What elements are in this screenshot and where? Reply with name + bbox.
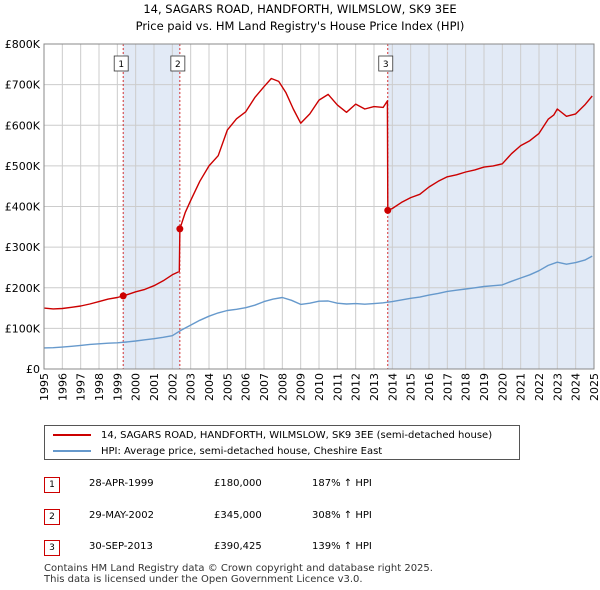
sale-row: 2 29-MAY-2002 £345,000 308% ↑ HPI: [0, 507, 600, 527]
legend-item-hpi: HPI: Average price, semi-detached house,…: [53, 444, 382, 460]
sale-row: 1 28-APR-1999 £180,000 187% ↑ HPI: [0, 475, 600, 495]
x-tick-label: 2016: [423, 373, 436, 401]
y-tick-label: £400K: [5, 201, 41, 214]
x-tick-label: 2004: [203, 373, 216, 401]
x-tick-label: 2022: [533, 373, 546, 401]
x-tick-label: 2002: [166, 373, 179, 401]
x-tick-label: 2018: [460, 373, 473, 401]
footer-line-licence: This data is licensed under the Open Gov…: [44, 574, 363, 585]
x-tick-label: 2024: [570, 373, 583, 401]
sale-point: [119, 292, 127, 300]
y-tick-label: £100K: [5, 322, 41, 335]
sale-point: [176, 225, 184, 233]
x-tick-label: 2003: [185, 373, 198, 401]
sale-point: [384, 206, 392, 214]
x-tick-label: 2021: [515, 373, 528, 401]
x-tick-label: 2010: [313, 373, 326, 401]
x-tick-label: 2017: [441, 373, 454, 401]
y-tick-label: £300K: [5, 241, 41, 254]
x-tick-label: 2000: [130, 373, 143, 401]
sale-number-badge: 2: [44, 509, 60, 525]
sale-marker-label: 2: [175, 60, 181, 70]
x-tick-label: 2005: [221, 373, 234, 401]
x-tick-label: 2009: [295, 373, 308, 401]
x-tick-label: 2001: [148, 373, 161, 401]
x-tick-label: 1999: [111, 373, 124, 401]
chart-title-line2: Price paid vs. HM Land Registry's House …: [136, 19, 465, 33]
legend-item-property: 14, SAGARS ROAD, HANDFORTH, WILMSLOW, SK…: [53, 428, 492, 444]
sale-marker-label: 3: [383, 60, 389, 70]
y-tick-label: £500K: [5, 160, 41, 173]
x-tick-label: 1997: [75, 373, 88, 401]
sale-price: £180,000: [214, 478, 262, 489]
hpi-line: [43, 255, 593, 349]
sale-marker-label: 1: [118, 60, 124, 70]
x-tick-label: 2007: [258, 373, 271, 401]
sale-hpi-change: 187% ↑ HPI: [312, 478, 372, 489]
x-tick-label: 2006: [240, 373, 253, 401]
plot-frame: [43, 43, 595, 370]
sale-number-badge: 1: [44, 477, 60, 493]
sale-price: £345,000: [214, 510, 262, 521]
sale-row: 3 30-SEP-2013 £390,425 139% ↑ HPI: [0, 538, 600, 558]
sale-hpi-change: 308% ↑ HPI: [312, 510, 372, 521]
sale-date: 29-MAY-2002: [89, 510, 155, 521]
x-tick-label: 2013: [368, 373, 381, 401]
sale-marker-box: [113, 55, 129, 72]
sale-date: 30-SEP-2013: [89, 541, 153, 552]
sale-marker-box: [170, 55, 186, 72]
legend-swatch-hpi: [53, 450, 91, 452]
price-chart: 14, SAGARS ROAD, HANDFORTH, WILMSLOW, SK…: [5, 2, 600, 401]
x-tick-label: 2025: [588, 373, 600, 401]
x-tick-label: 2012: [350, 373, 363, 401]
chart-title-line1: 14, SAGARS ROAD, HANDFORTH, WILMSLOW, SK…: [143, 2, 456, 16]
y-tick-label: £800K: [5, 38, 41, 51]
x-tick-label: 2020: [496, 373, 509, 401]
y-tick-label: £0: [26, 363, 40, 376]
legend-label-property: 14, SAGARS ROAD, HANDFORTH, WILMSLOW, SK…: [101, 430, 493, 441]
x-tick-label: 2015: [405, 373, 418, 401]
y-tick-label: £700K: [5, 79, 41, 92]
footer-line-copyright: Contains HM Land Registry data © Crown c…: [44, 563, 433, 574]
x-tick-label: 1996: [56, 373, 69, 401]
legend-swatch-property: [53, 434, 91, 436]
sale-date: 28-APR-1999: [89, 478, 154, 489]
x-tick-label: 2008: [276, 373, 289, 401]
sale-price: £390,425: [214, 541, 262, 552]
sale-marker-box: [378, 55, 394, 72]
y-tick-label: £600K: [5, 119, 41, 132]
sale-hpi-change: 139% ↑ HPI: [312, 541, 372, 552]
property-price-line: [43, 77, 593, 310]
footer-attribution: Contains HM Land Registry data © Crown c…: [44, 563, 433, 585]
x-tick-label: 2023: [551, 373, 564, 401]
x-tick-label: 2011: [331, 373, 344, 401]
x-tick-label: 1998: [93, 373, 106, 401]
sale-number-badge: 3: [44, 540, 60, 556]
x-tick-label: 2019: [478, 373, 491, 401]
x-tick-label: 1995: [38, 373, 51, 401]
y-tick-label: £200K: [5, 282, 41, 295]
legend-label-hpi: HPI: Average price, semi-detached house,…: [101, 446, 383, 457]
chart-legend: 14, SAGARS ROAD, HANDFORTH, WILMSLOW, SK…: [44, 425, 520, 460]
x-tick-label: 2014: [386, 373, 399, 401]
